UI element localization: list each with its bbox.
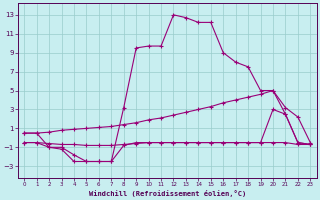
X-axis label: Windchill (Refroidissement éolien,°C): Windchill (Refroidissement éolien,°C) <box>89 190 246 197</box>
